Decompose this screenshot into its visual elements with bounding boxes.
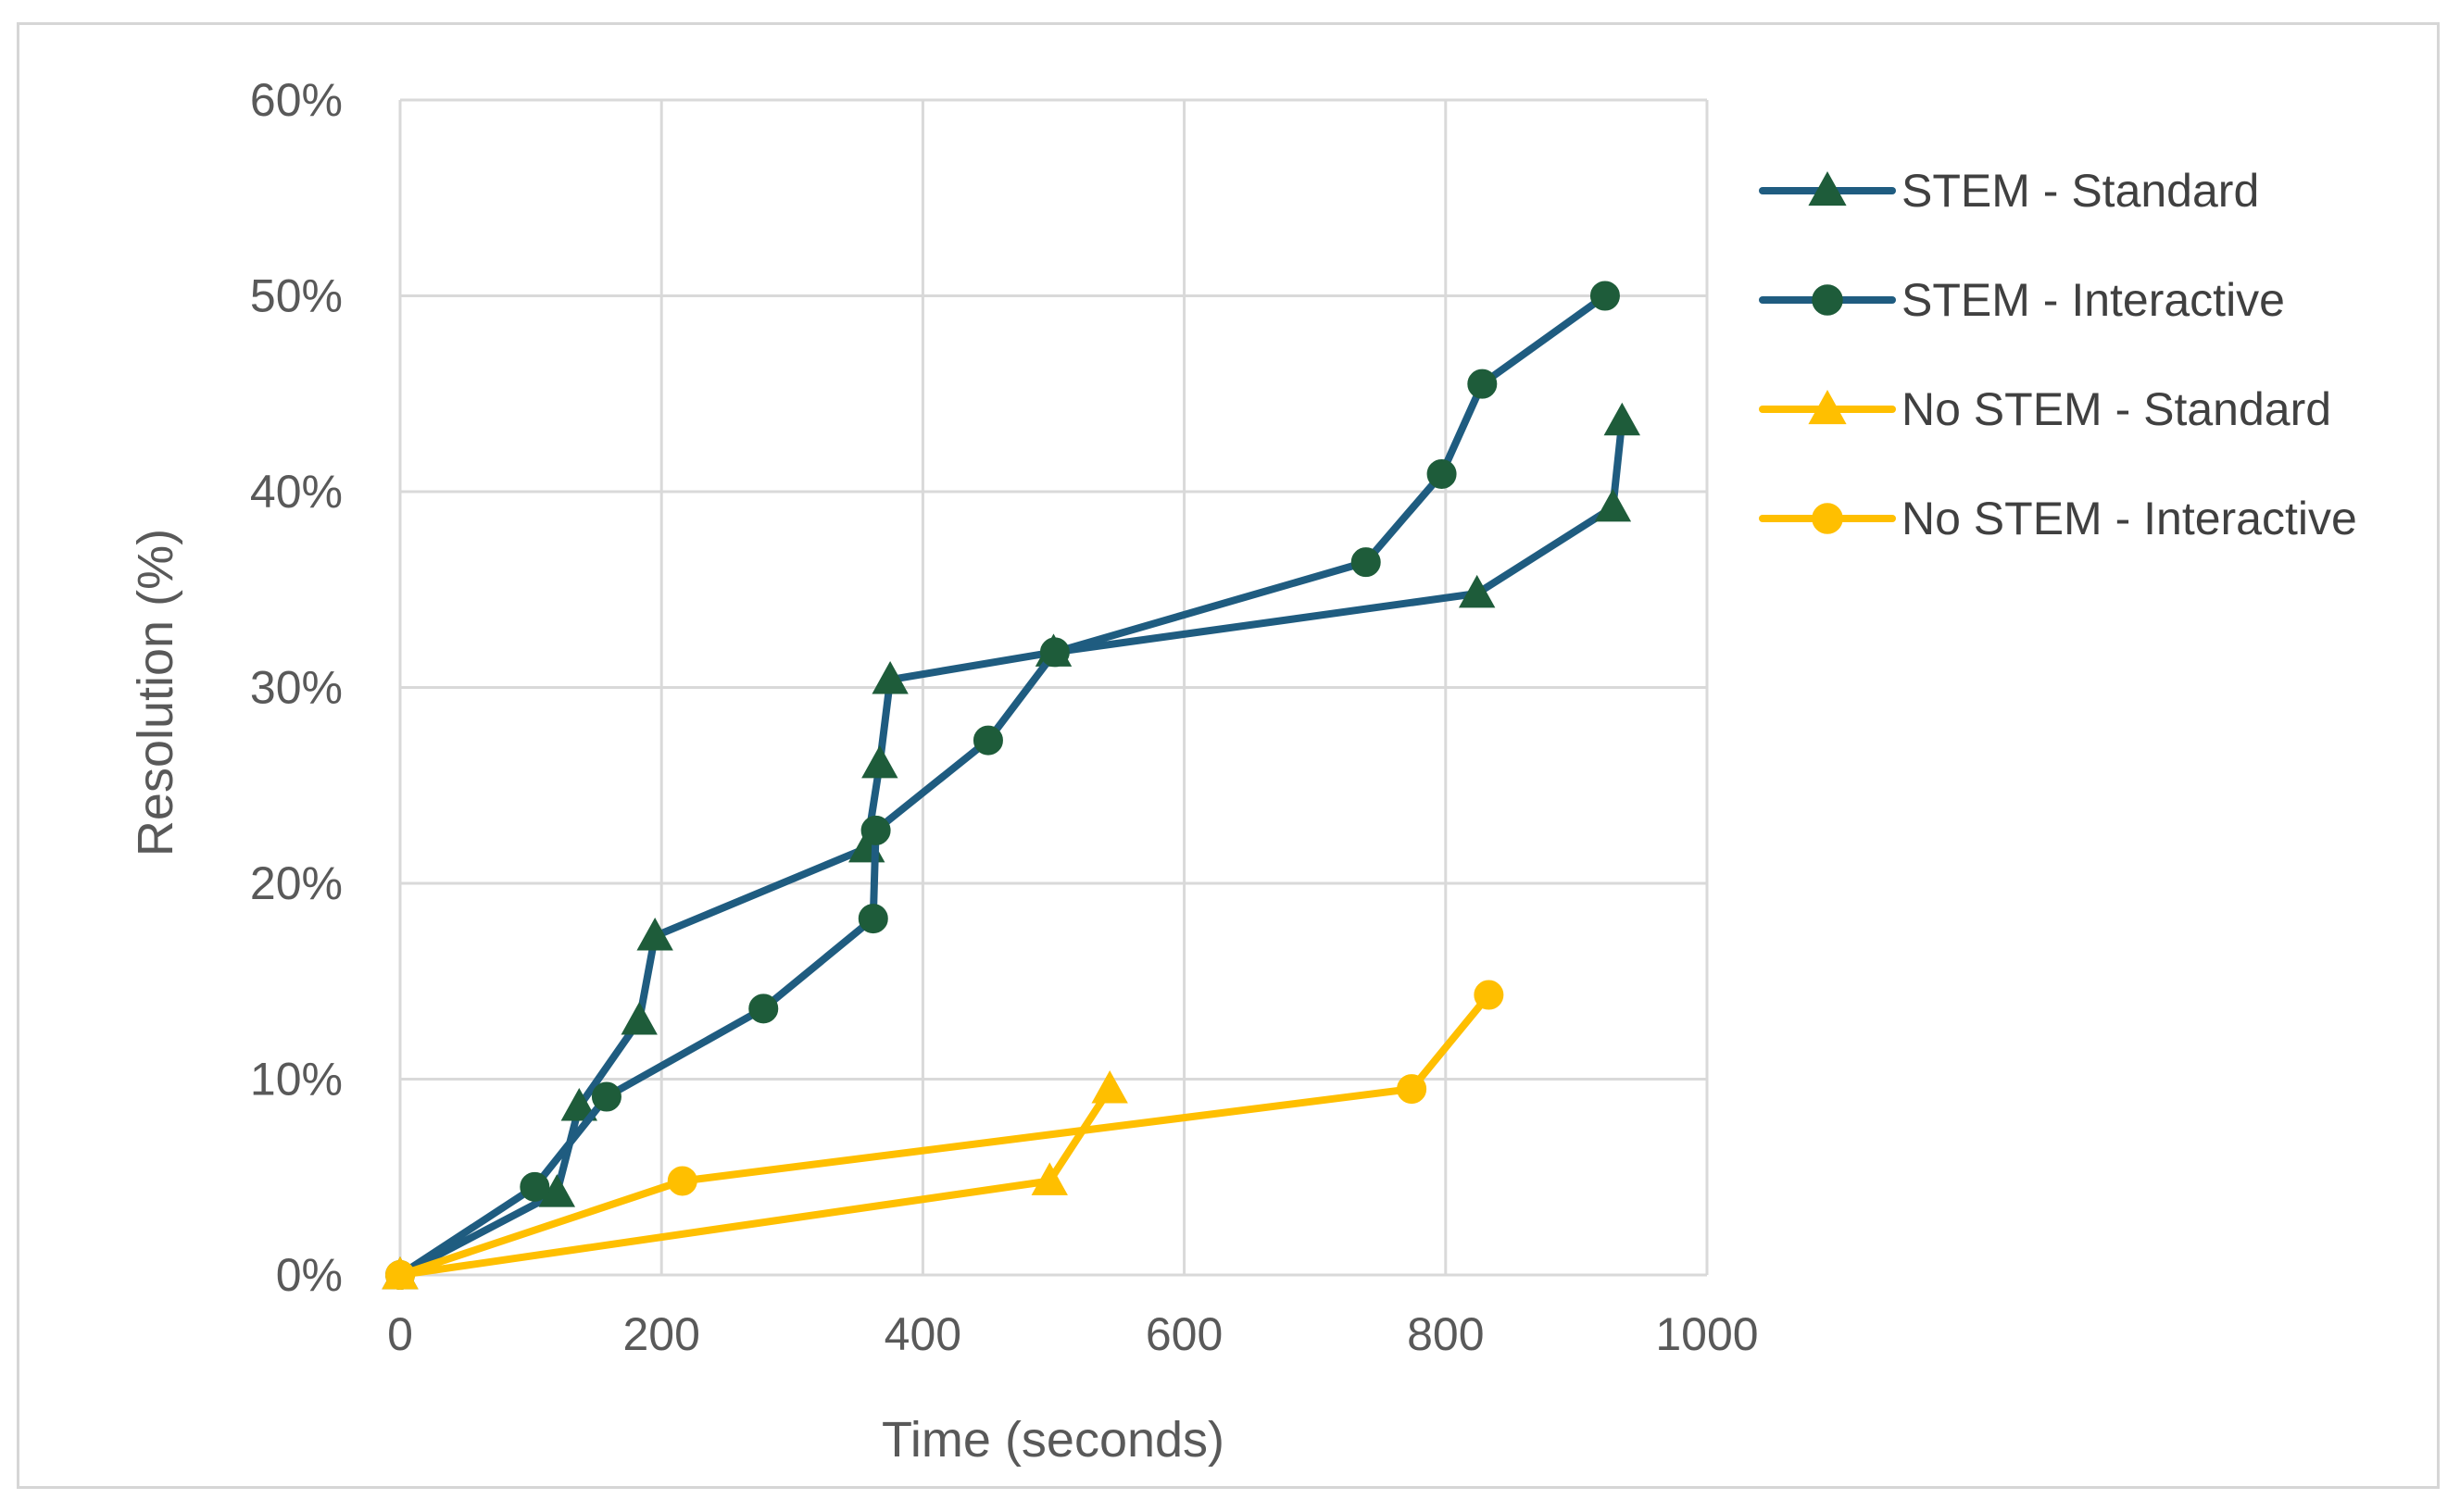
series-stem-interactive [385, 281, 1620, 1290]
data-point [621, 1001, 658, 1035]
data-point [520, 1171, 550, 1202]
x-tick-label: 800 [1407, 1308, 1484, 1360]
legend-item: STEM - Standard [1759, 165, 2259, 217]
grid-lines [398, 98, 1709, 1277]
y-tick-label: 10% [250, 1054, 343, 1106]
data-point [1426, 458, 1457, 489]
y-tick-label: 0% [276, 1249, 343, 1301]
data-point [1474, 980, 1504, 1010]
data-point [872, 660, 909, 694]
data-point [861, 744, 898, 779]
data-point [1031, 1162, 1068, 1195]
data-point [591, 1081, 621, 1112]
x-axis-title: Time (seconds) [882, 1412, 1224, 1468]
data-point [1589, 281, 1620, 311]
legend-label: No STEM - Standard [1901, 383, 2331, 435]
data-point [636, 918, 673, 951]
chart-frame [17, 22, 2440, 1489]
series-group [382, 281, 1640, 1290]
data-point [1603, 402, 1640, 436]
data-point [560, 1088, 598, 1121]
data-point [1091, 1070, 1128, 1104]
x-tick-label: 600 [1146, 1308, 1223, 1360]
x-axis-ticks: 0 200 400 600 800 1000 [387, 1308, 1759, 1360]
legend-marker [1808, 171, 1847, 206]
legend: STEM - Standard STEM - Interactive No STEM… [1759, 165, 2357, 544]
x-tick-label: 1000 [1655, 1308, 1758, 1360]
data-point [1594, 488, 1632, 522]
series-no-stem-interactive [385, 980, 1504, 1290]
legend-marker [1812, 284, 1843, 316]
series-line [396, 292, 1609, 1279]
legend-item: No STEM - Interactive [1759, 493, 2357, 544]
y-axis-ticks: 0% 10% 20% 30% 40% 50% 60% [250, 74, 343, 1301]
legend-label: STEM - Standard [1901, 165, 2259, 217]
series-line [396, 417, 1626, 1279]
x-tick-label: 0 [387, 1308, 413, 1360]
series-line [396, 991, 1493, 1279]
data-point [1397, 1074, 1427, 1105]
data-point [385, 1260, 415, 1290]
y-tick-label: 30% [250, 662, 343, 714]
data-point [1458, 574, 1496, 608]
series-no-stem-standard [382, 1070, 1128, 1290]
series-line [396, 1085, 1114, 1279]
y-axis-title: Resolution (%) [128, 529, 183, 856]
y-tick-label: 60% [250, 74, 343, 126]
data-point [973, 725, 1003, 756]
legend-label: No STEM - Interactive [1901, 493, 2357, 544]
data-point [667, 1166, 697, 1196]
data-point [860, 815, 891, 845]
legend-marker [1808, 390, 1847, 425]
series-stem-standard [382, 402, 1640, 1290]
data-point [1467, 369, 1498, 399]
legend-item: STEM - Interactive [1759, 274, 2285, 326]
x-tick-label: 400 [885, 1308, 961, 1360]
data-point [1350, 547, 1381, 578]
data-point [858, 904, 888, 934]
y-tick-label: 50% [250, 270, 343, 322]
y-tick-label: 20% [250, 857, 343, 909]
data-point [1039, 637, 1070, 668]
legend-marker [1812, 503, 1843, 534]
data-point [748, 993, 779, 1024]
legend-label: STEM - Interactive [1901, 274, 2285, 326]
x-tick-label: 200 [622, 1308, 699, 1360]
legend-item: No STEM - Standard [1759, 383, 2331, 435]
y-tick-label: 40% [250, 466, 343, 518]
